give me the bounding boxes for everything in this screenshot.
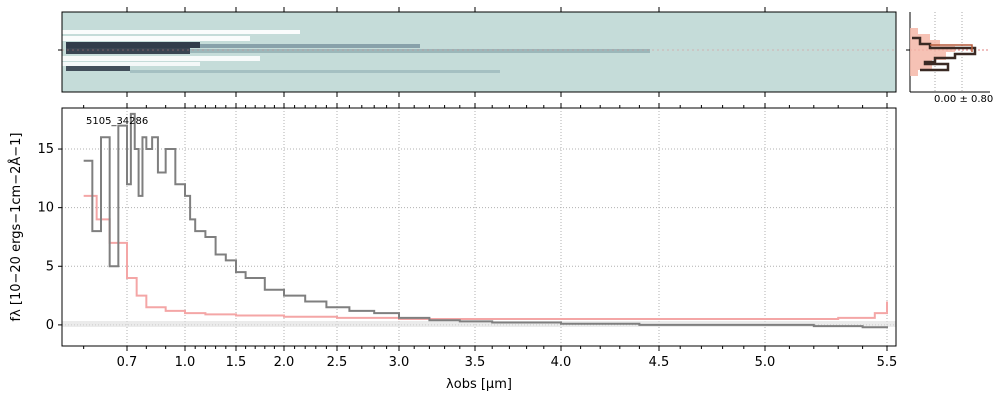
y-tick-label: 10 — [37, 201, 54, 216]
spectrum-2d-panel — [58, 7, 897, 97]
x-tick-label: 2.0 — [274, 355, 295, 370]
x-axis-title: λobs [μm] — [446, 377, 512, 392]
x-tick-label: 3.0 — [389, 355, 410, 370]
trace-streak — [62, 62, 200, 66]
trace-streak — [190, 49, 650, 53]
trace-streak — [66, 66, 130, 71]
trace-streak — [62, 36, 250, 41]
x-tick-label: 4.5 — [649, 355, 670, 370]
error-spectrum-line — [83, 194, 888, 321]
trace-streak — [200, 44, 420, 48]
grid — [62, 108, 896, 346]
trace-streak — [62, 30, 300, 34]
y-axis-title: fλ [10−20 ergs−1cm−2Å−1] — [8, 133, 24, 322]
profile-label: 0.00 ± 0.80 — [934, 94, 993, 105]
trace-streak — [62, 56, 260, 61]
flux-spectrum-line — [83, 112, 888, 329]
trace-streak — [66, 42, 200, 48]
trace-streak — [66, 48, 190, 54]
x-tick-label: 5.0 — [755, 355, 776, 370]
y-tick-label: 15 — [37, 142, 54, 157]
spectrum-1d-panel: 0.7 1.0 1.5 2.0 2.5 3.0 3.5 4.0 4.5 5.0 5.5 0 5 10 15… — [8, 103, 897, 392]
spectrum-2d-trace — [62, 30, 650, 73]
x-tick-label: 3.5 — [465, 355, 486, 370]
profile-curve-accent — [930, 44, 973, 52]
y-tick-label: 5 — [46, 259, 54, 274]
x-tick-label: 4.0 — [551, 355, 572, 370]
spectrum-id-annotation: 5105_34286 — [86, 116, 148, 127]
zero-band — [62, 321, 896, 327]
profile-panel: 0.00 ± 0.80 — [906, 12, 993, 105]
spectrum-2d-frame — [61, 11, 897, 93]
spectrum-2d-x-ticks — [126, 7, 888, 97]
profile-curve — [912, 36, 977, 72]
x-tick-label: 5.5 — [877, 355, 898, 370]
plot-frame — [61, 107, 897, 347]
x-tick-label: 1.5 — [226, 355, 247, 370]
x-axis-ticks: 0.7 1.0 1.5 2.0 2.5 3.0 3.5 4.0 4.5 5.0 5.5 — [83, 103, 898, 370]
y-axis-ticks: 0 5 10 15 — [37, 142, 62, 333]
y-tick-label: 0 — [46, 318, 54, 333]
x-tick-label: 1.0 — [175, 355, 196, 370]
x-tick-label: 2.5 — [327, 355, 348, 370]
x-tick-label: 0.7 — [117, 355, 138, 370]
series-layer — [83, 112, 888, 329]
trace-streak — [130, 70, 500, 73]
